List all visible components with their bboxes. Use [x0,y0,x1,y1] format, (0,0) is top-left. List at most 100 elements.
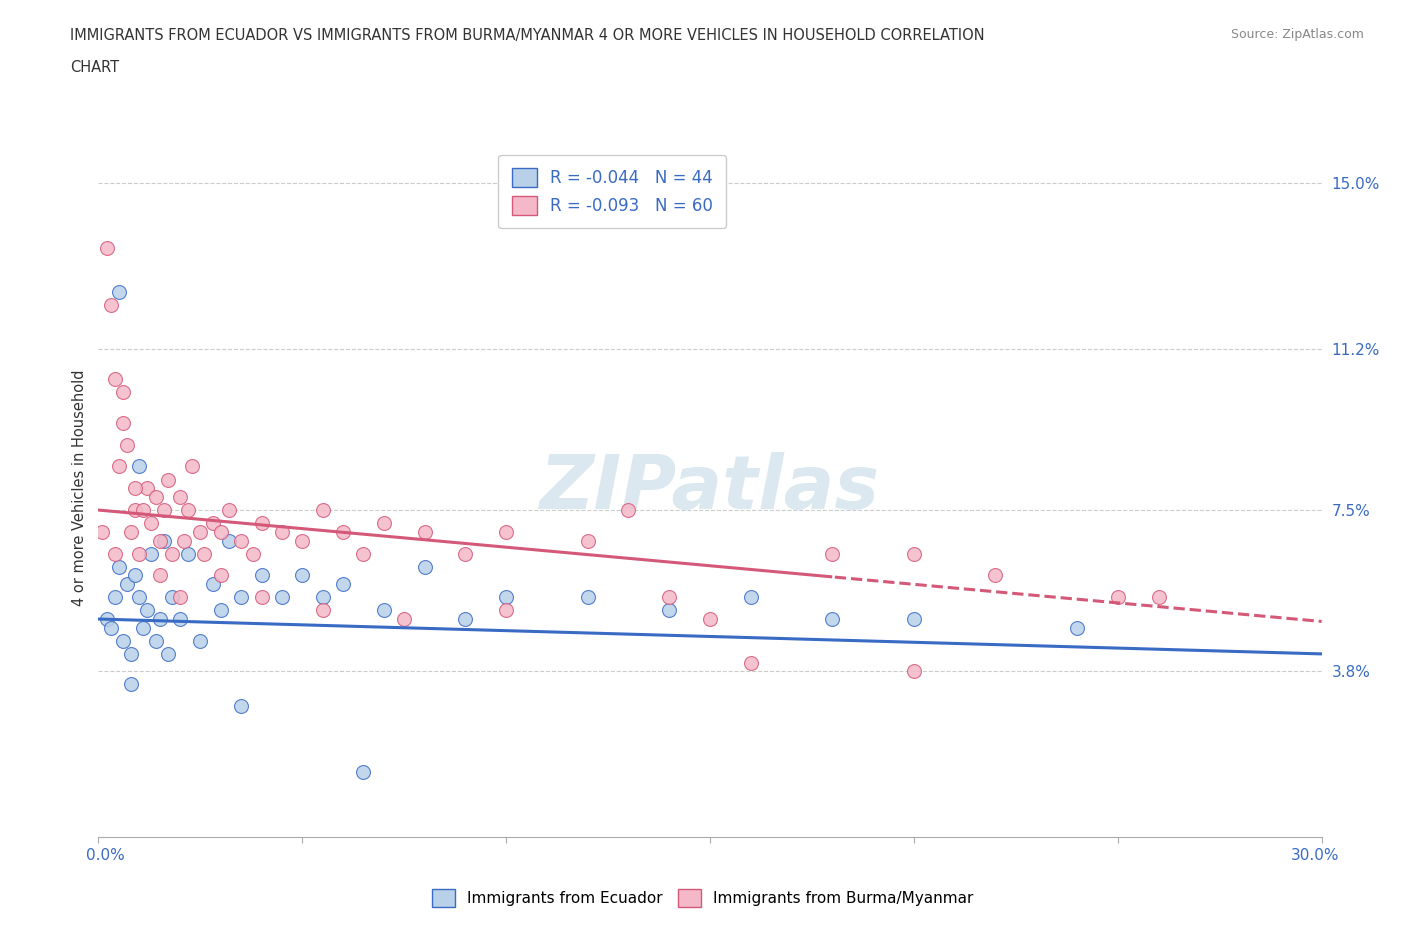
Legend: Immigrants from Ecuador, Immigrants from Burma/Myanmar: Immigrants from Ecuador, Immigrants from… [426,884,980,913]
Point [1107,590,1129,604]
Point [108,285,131,299]
Point [740,655,762,670]
Point [617,502,640,517]
Point [124,568,146,583]
Point [903,664,925,679]
Point [152,502,174,517]
Point [209,603,232,618]
Point [218,533,240,548]
Text: ZIPatlas: ZIPatlas [540,452,880,525]
Point [201,515,224,530]
Point [242,546,264,561]
Point [124,481,146,496]
Point [270,525,294,539]
Point [100,298,122,312]
Point [152,533,174,548]
Point [145,633,167,648]
Point [108,459,131,474]
Point [218,502,240,517]
Point [231,698,253,713]
Point [352,764,374,779]
Point [149,568,172,583]
Text: 0.0%: 0.0% [86,848,125,863]
Point [132,620,155,635]
Point [658,590,681,604]
Point [903,546,925,561]
Point [156,472,179,487]
Point [169,612,191,627]
Y-axis label: 4 or more Vehicles in Household: 4 or more Vehicles in Household [72,370,87,606]
Point [104,590,127,604]
Point [128,546,150,561]
Point [115,577,138,591]
Point [169,590,191,604]
Text: CHART: CHART [70,60,120,75]
Point [495,525,517,539]
Point [576,590,599,604]
Point [141,515,163,530]
Point [111,416,134,431]
Point [124,502,146,517]
Point [188,525,212,539]
Point [373,515,395,530]
Point [145,489,167,504]
Point [250,515,273,530]
Point [576,533,599,548]
Point [136,603,159,618]
Point [352,546,374,561]
Point [495,603,517,618]
Legend: R = -0.044   N = 44, R = -0.093   N = 60: R = -0.044 N = 44, R = -0.093 N = 60 [498,154,725,228]
Point [250,568,273,583]
Point [111,633,134,648]
Point [169,489,191,504]
Point [903,612,925,627]
Point [100,620,122,635]
Point [136,481,159,496]
Point [984,568,1007,583]
Point [201,577,224,591]
Point [177,546,200,561]
Point [128,459,150,474]
Point [181,459,204,474]
Point [291,533,314,548]
Point [160,546,183,561]
Point [392,612,416,627]
Point [291,568,314,583]
Point [1066,620,1088,635]
Point [111,385,134,400]
Point [209,525,232,539]
Point [120,677,142,692]
Point [1147,590,1170,604]
Point [141,546,163,561]
Point [312,603,335,618]
Text: Source: ZipAtlas.com: Source: ZipAtlas.com [1230,28,1364,41]
Point [108,559,131,574]
Point [312,502,335,517]
Point [188,633,212,648]
Point [332,577,354,591]
Point [160,590,183,604]
Point [270,590,294,604]
Point [312,590,335,604]
Point [250,590,273,604]
Point [454,612,477,627]
Point [132,502,155,517]
Point [373,603,395,618]
Point [231,533,253,548]
Point [413,559,436,574]
Text: IMMIGRANTS FROM ECUADOR VS IMMIGRANTS FROM BURMA/MYANMAR 4 OR MORE VEHICLES IN H: IMMIGRANTS FROM ECUADOR VS IMMIGRANTS FR… [70,28,986,43]
Text: 30.0%: 30.0% [1291,848,1339,863]
Point [115,437,138,452]
Point [96,241,118,256]
Point [413,525,436,539]
Point [658,603,681,618]
Point [156,646,179,661]
Point [91,525,114,539]
Point [173,533,195,548]
Point [104,546,127,561]
Point [128,590,150,604]
Point [821,546,844,561]
Point [231,590,253,604]
Point [177,502,200,517]
Point [699,612,721,627]
